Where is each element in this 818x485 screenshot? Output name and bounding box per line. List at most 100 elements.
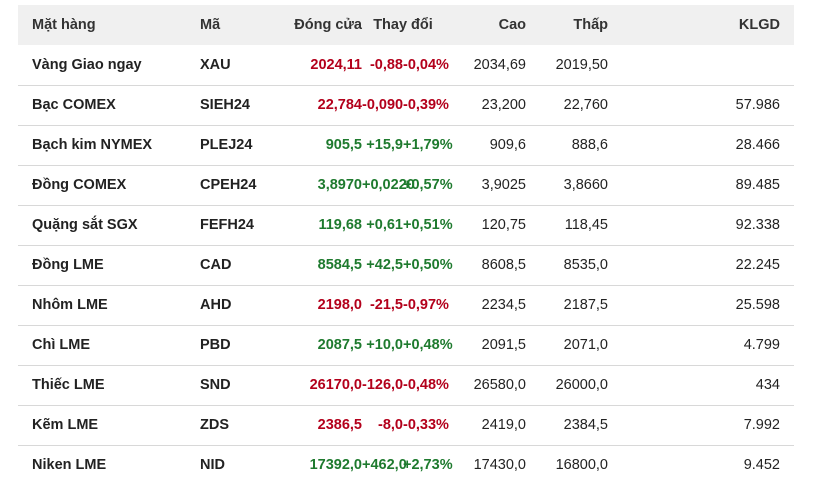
- header-volume: KLGD: [738, 17, 780, 33]
- cell-name: Thiếc LME: [32, 377, 105, 393]
- cell-volume: 4.799: [743, 337, 780, 353]
- cell-code: AHD: [200, 297, 232, 313]
- cell-close: 119,68: [318, 217, 362, 233]
- cell-close: 8584,5: [317, 257, 362, 273]
- cell-name: Bạc COMEX: [32, 97, 116, 113]
- cell-high: 23,200: [481, 97, 526, 113]
- cell-change-percent: -0,39%: [403, 97, 449, 113]
- cell-low: 2187,5: [563, 297, 608, 313]
- cell-volume: [608, 45, 794, 85]
- cell-name: Đồng LME: [32, 257, 104, 273]
- cell-code: FEFH24: [200, 217, 254, 233]
- cell-volume: 7.992: [743, 417, 780, 433]
- cell-change: +0,0220: [362, 177, 415, 193]
- table-row: Nhôm LME AHD 2198,0 -21,5 -0,97% 2234,5 …: [18, 285, 794, 325]
- cell-change: -126,0: [362, 377, 404, 393]
- cell-low: 16800,0: [555, 457, 608, 474]
- commodity-price-table: Mặt hàng Mã Đóng cửa Thay đổi Cao Thấp K…: [18, 5, 794, 485]
- header-name: Mặt hàng: [32, 17, 96, 33]
- cell-volume: 22.245: [735, 257, 780, 273]
- cell-close: 3,8970: [317, 177, 362, 193]
- cell-close: 905,5: [325, 137, 362, 153]
- cell-name: Niken LME: [32, 457, 107, 474]
- cell-low: 2384,5: [563, 417, 608, 433]
- table-row: Niken LME NID 17392,0 +462,0 +2,73% 1743…: [18, 445, 794, 485]
- cell-code: NID: [200, 457, 225, 474]
- cell-code: CPEH24: [200, 177, 257, 193]
- cell-change: -0,090: [362, 97, 404, 113]
- cell-close: 2386,5: [317, 417, 362, 433]
- header-change: Thay đổi: [373, 17, 433, 33]
- cell-high: 26580,0: [473, 377, 526, 393]
- cell-low: 22,760: [563, 97, 608, 113]
- table-header: Mặt hàng Mã Đóng cửa Thay đổi Cao Thấp K…: [18, 5, 794, 45]
- cell-change-percent: -0,33%: [403, 417, 449, 433]
- cell-high: 2234,5: [481, 297, 526, 313]
- cell-change: -0,88: [369, 56, 403, 73]
- cell-change: +0,61: [366, 217, 403, 233]
- cell-name: Quặng sắt SGX: [32, 217, 138, 233]
- header-low: Thấp: [573, 17, 608, 33]
- table-row: Thiếc LME SND 26170,0 -126,0 -0,48% 2658…: [18, 365, 794, 405]
- cell-low: 26000,0: [555, 377, 608, 393]
- cell-close: 17392,0: [309, 457, 362, 474]
- table-row: Bạch kim NYMEX PLEJ24 905,5 +15,9 +1,79%…: [18, 125, 794, 165]
- cell-high: 2091,5: [481, 337, 526, 353]
- cell-volume: 9.452: [743, 457, 780, 474]
- cell-name: Nhôm LME: [32, 297, 108, 313]
- cell-volume: 28.466: [735, 137, 780, 153]
- cell-change: -21,5: [369, 297, 403, 313]
- table-row: Chì LME PBD 2087,5 +10,0 +0,48% 2091,5 2…: [18, 325, 794, 365]
- cell-code: CAD: [200, 257, 232, 273]
- commodity-price-table-container: Mặt hàng Mã Đóng cửa Thay đổi Cao Thấp K…: [18, 5, 794, 485]
- cell-volume: 57.986: [735, 97, 780, 113]
- cell-low: 3,8660: [563, 177, 608, 193]
- cell-change: +15,9: [366, 137, 403, 153]
- cell-change-percent: +1,79%: [403, 137, 453, 153]
- table-row: Bạc COMEX SIEH24 22,784 -0,090 -0,39% 23…: [18, 85, 794, 125]
- table-row: Đồng LME CAD 8584,5 +42,5 +0,50% 8608,5 …: [18, 245, 794, 285]
- cell-code: SIEH24: [200, 97, 250, 113]
- cell-volume: 25.598: [735, 297, 780, 313]
- cell-code: ZDS: [200, 417, 229, 433]
- cell-change: +10,0: [366, 337, 403, 353]
- cell-high: 2419,0: [481, 417, 526, 433]
- cell-name: Vàng Giao ngay: [32, 56, 142, 73]
- cell-high: 3,9025: [481, 177, 526, 193]
- cell-high: 17430,0: [473, 457, 526, 474]
- cell-close: 26170,0: [309, 377, 362, 393]
- cell-low: 118,45: [564, 217, 608, 233]
- cell-name: Chì LME: [32, 337, 90, 353]
- cell-low: 2019,50: [555, 56, 608, 73]
- cell-high: 909,6: [489, 137, 526, 153]
- cell-close: 22,784: [317, 97, 362, 113]
- cell-name: Đồng COMEX: [32, 177, 127, 193]
- cell-volume: 434: [755, 377, 780, 393]
- header-code: Mã: [200, 17, 221, 33]
- cell-close: 2024,11: [310, 56, 362, 73]
- table-row: Quặng sắt SGX FEFH24 119,68 +0,61 +0,51%…: [18, 205, 794, 245]
- table-row: Vàng Giao ngay XAU 2024,11 -0,88 -0,04% …: [18, 45, 794, 85]
- cell-low: 888,6: [571, 137, 608, 153]
- cell-high: 120,75: [481, 217, 526, 233]
- table-row: Đồng COMEX CPEH24 3,8970 +0,0220 +0,57% …: [18, 165, 794, 205]
- cell-change-percent: -0,48%: [403, 377, 449, 393]
- cell-change-percent: -0,97%: [403, 297, 449, 313]
- cell-change: +42,5: [366, 257, 403, 273]
- cell-code: PBD: [200, 337, 231, 353]
- cell-code: XAU: [200, 56, 231, 73]
- cell-code: SND: [200, 377, 231, 393]
- cell-volume: 89.485: [735, 177, 780, 193]
- cell-close: 2198,0: [317, 297, 362, 313]
- cell-volume: 92.338: [735, 217, 780, 233]
- header-row: Mặt hàng Mã Đóng cửa Thay đổi Cao Thấp K…: [18, 5, 794, 45]
- cell-change-percent: +0,57%: [403, 177, 453, 193]
- cell-close: 2087,5: [317, 337, 362, 353]
- table-body: Vàng Giao ngay XAU 2024,11 -0,88 -0,04% …: [18, 45, 794, 485]
- cell-high: 2034,69: [473, 56, 526, 73]
- header-high: Cao: [498, 17, 526, 33]
- cell-change-percent: -0,04%: [403, 56, 449, 73]
- cell-code: PLEJ24: [200, 137, 253, 153]
- cell-change-percent: +0,48%: [403, 337, 453, 353]
- cell-low: 8535,0: [563, 257, 608, 273]
